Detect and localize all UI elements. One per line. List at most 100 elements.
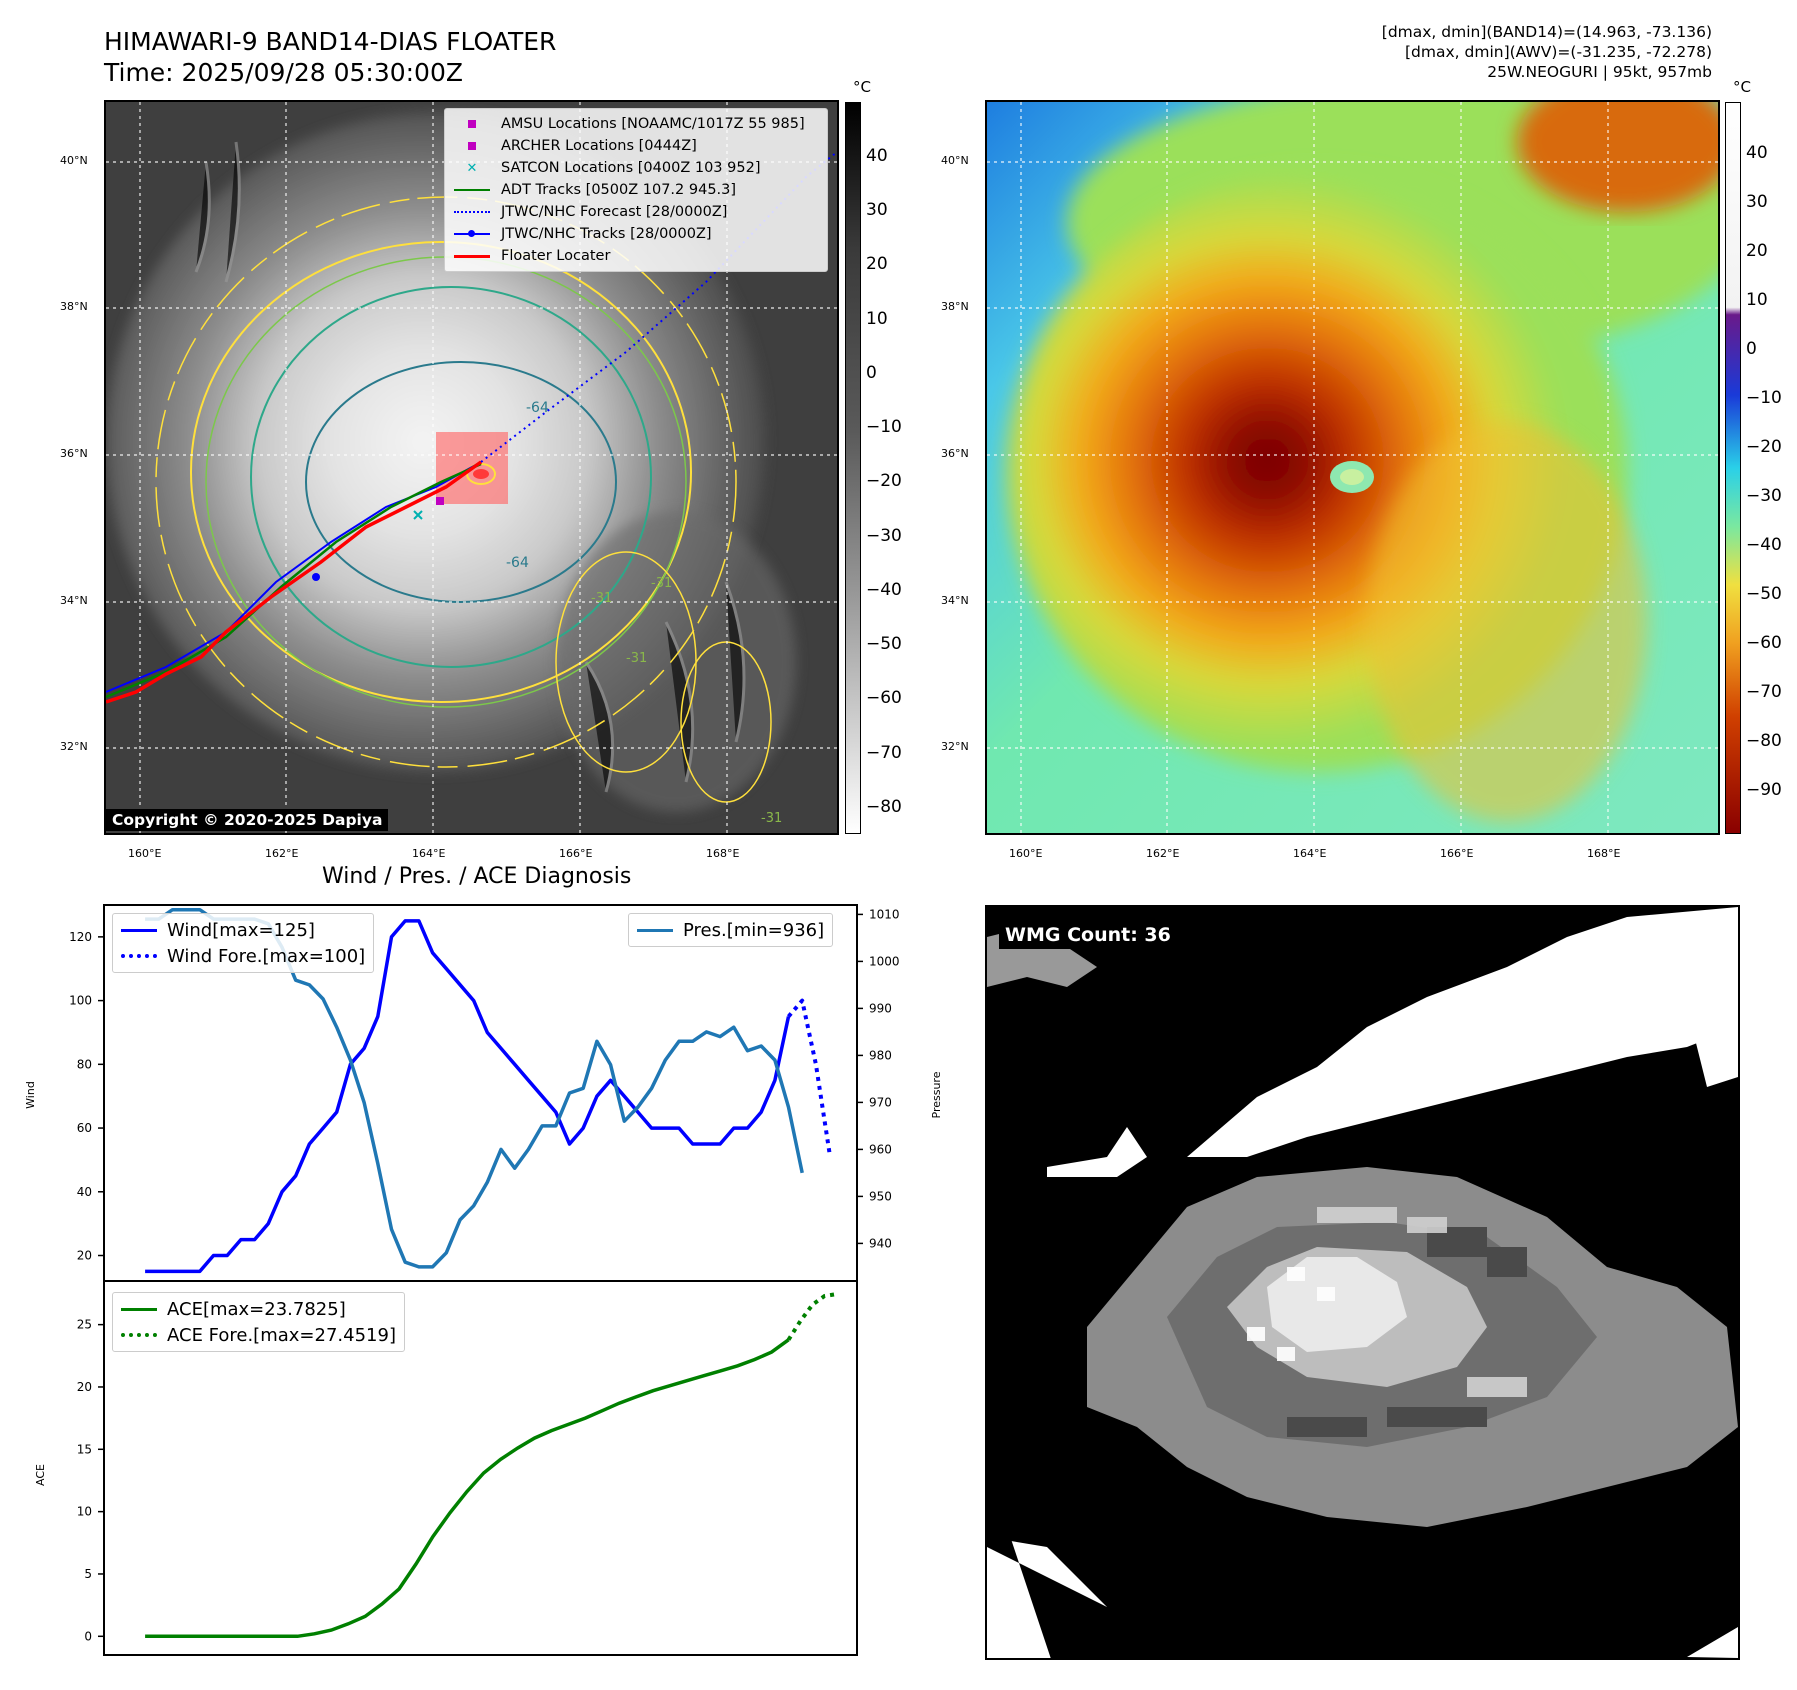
awv-colorbar-unit: °C (1733, 78, 1751, 96)
diagnosis-title: Wind / Pres. / ACE Diagnosis (322, 864, 632, 889)
legend-amsu: AMSU Locations [NOAAMC/1017Z 55 985] (453, 113, 819, 135)
ir-lat-40: 40°N (60, 154, 88, 167)
pressure-tick-label: 1010 (869, 907, 900, 921)
ace-legend: ACE[max=23.7825] ACE Fore.[max=27.4519] (112, 1292, 405, 1352)
copyright-label: Copyright © 2020-2025 Dapiya (106, 809, 389, 831)
awv-cb-tick: −80 (1746, 731, 1782, 751)
pressure-tick-label: 980 (869, 1048, 892, 1062)
ir-cb-tick: −20 (866, 471, 902, 491)
awv-lat-40: 40°N (941, 154, 969, 167)
wind-tick-label: 40 (77, 1185, 92, 1199)
amsu-marker (436, 497, 444, 505)
ir-lon-166: 166°E (559, 847, 593, 860)
awv-cb-tick: −20 (1746, 437, 1782, 457)
legend-label: AMSU Locations [NOAAMC/1017Z 55 985] (501, 116, 805, 132)
contour-label: -64 (506, 555, 529, 571)
ace-tick-label: 0 (84, 1629, 92, 1643)
legend-floater: Floater Locater (453, 245, 819, 267)
awv-cb-tick: 20 (1746, 241, 1768, 261)
awv-cb-tick: 40 (1746, 143, 1768, 163)
jtwc-track (106, 461, 482, 693)
awv-cb-tick: 10 (1746, 290, 1768, 310)
awv-cb-tick: −10 (1746, 388, 1782, 408)
awv-cb-tick: −30 (1746, 486, 1782, 506)
floater-locater-track (106, 460, 483, 704)
ir-colorbar-unit: °C (853, 78, 871, 96)
awv-cb-tick: −50 (1746, 584, 1782, 604)
awv-colorbar (1725, 102, 1741, 834)
contour-label: -31 (651, 576, 672, 591)
awv-lon-160: 160°E (1009, 847, 1043, 860)
ace-axis-label: ACE (34, 1464, 47, 1486)
ir-cb-tick: 10 (866, 309, 888, 329)
legend-label: Floater Locater (501, 248, 611, 264)
ir-cb-tick: 40 (866, 146, 888, 166)
ir-colorbar (845, 102, 861, 834)
wind-forecast-line (786, 998, 832, 1154)
awv-cb-tick: −40 (1746, 535, 1782, 555)
legend-label: Wind Fore.[max=100] (167, 945, 366, 967)
awv-cb-tick: −90 (1746, 780, 1782, 800)
awv-satellite-panel (985, 100, 1720, 835)
ir-satellite-panel: -64 -64 -31 -31 -31 -31 AMSU Locations [… (104, 100, 839, 835)
awv-cb-tick: −70 (1746, 682, 1782, 702)
wmg-image (987, 907, 1738, 1658)
legend-label: JTWC/NHC Tracks [28/0000Z] (501, 226, 712, 242)
adt-track (106, 462, 482, 699)
legend-label: JTWC/NHC Forecast [28/0000Z] (501, 204, 728, 220)
awv-lon-166: 166°E (1440, 847, 1474, 860)
ir-lon-164: 164°E (412, 847, 446, 860)
ace-tick-label: 10 (77, 1505, 92, 1519)
wind-tick-label: 100 (69, 994, 92, 1008)
ir-cb-tick: −10 (866, 417, 902, 437)
legend-label: ACE Fore.[max=27.4519] (167, 1324, 396, 1346)
pressure-tick-label: 1000 (869, 954, 900, 968)
legend-jtwc-tracks: JTWC/NHC Tracks [28/0000Z] (453, 223, 819, 245)
ir-lat-32: 32°N (60, 740, 88, 753)
legend-wind-fore: Wind Fore.[max=100] (121, 943, 365, 969)
wind-line (145, 919, 791, 1274)
legend-wind: Wind[max=125] (121, 917, 365, 943)
contour-label: -31 (761, 811, 782, 826)
wind-tick-label: 80 (77, 1057, 92, 1071)
ace-tick-label: 25 (77, 1318, 92, 1332)
pressure-axis-label: Pressure (930, 1071, 943, 1118)
legend-label: ADT Tracks [0500Z 107.2 945.3] (501, 182, 737, 198)
satcon-marker (413, 510, 423, 520)
ir-lon-160: 160°E (128, 847, 162, 860)
awv-lat-36: 36°N (941, 447, 969, 460)
contour-label: -64 (526, 400, 549, 416)
band14-stats: [dmax, dmin](BAND14)=(14.963, -73.136) (1381, 23, 1712, 41)
awv-lat-34: 34°N (941, 594, 969, 607)
ir-lat-34: 34°N (60, 594, 88, 607)
wind-tick-label: 20 (77, 1249, 92, 1263)
legend-archer: ARCHER Locations [0444Z] (453, 135, 819, 157)
ir-cb-tick: −40 (866, 580, 902, 600)
legend-label: SATCON Locations [0400Z 103 952] (501, 160, 761, 176)
ir-lat-36: 36°N (60, 447, 88, 460)
awv-lon-168: 168°E (1587, 847, 1621, 860)
wind-axis-label: Wind (24, 1081, 37, 1109)
wind-legend: Wind[max=125] Wind Fore.[max=100] (112, 913, 375, 973)
legend-jtwc-forecast: JTWC/NHC Forecast [28/0000Z] (453, 201, 819, 223)
ir-cb-tick: −50 (866, 634, 902, 654)
figure-title: HIMAWARI-9 BAND14-DIAS FLOATER Time: 2025… (104, 26, 556, 88)
ir-cb-tick: 0 (866, 363, 877, 383)
stats-block: [dmax, dmin](BAND14)=(14.963, -73.136) [… (1382, 22, 1712, 82)
awv-cb-tick: 0 (1746, 339, 1757, 359)
ir-cb-tick: −30 (866, 526, 902, 546)
ir-cb-tick: 30 (866, 200, 888, 220)
wmg-panel: WMG Count: 36 (985, 905, 1740, 1660)
contour-label: -31 (626, 651, 647, 666)
legend-label: Pres.[min=936] (683, 919, 825, 941)
pressure-tick-label: 940 (869, 1236, 892, 1250)
ace-tick-label: 20 (77, 1380, 92, 1394)
wmg-count-label: WMG Count: 36 (999, 921, 1177, 949)
ir-lon-162: 162°E (265, 847, 299, 860)
pressure-tick-label: 960 (869, 1142, 892, 1156)
awv-lat-32: 32°N (941, 740, 969, 753)
ace-tick-label: 5 (84, 1567, 92, 1581)
ir-legend: AMSU Locations [NOAAMC/1017Z 55 985] ARC… (444, 108, 828, 272)
ir-cb-tick: 20 (866, 254, 888, 274)
